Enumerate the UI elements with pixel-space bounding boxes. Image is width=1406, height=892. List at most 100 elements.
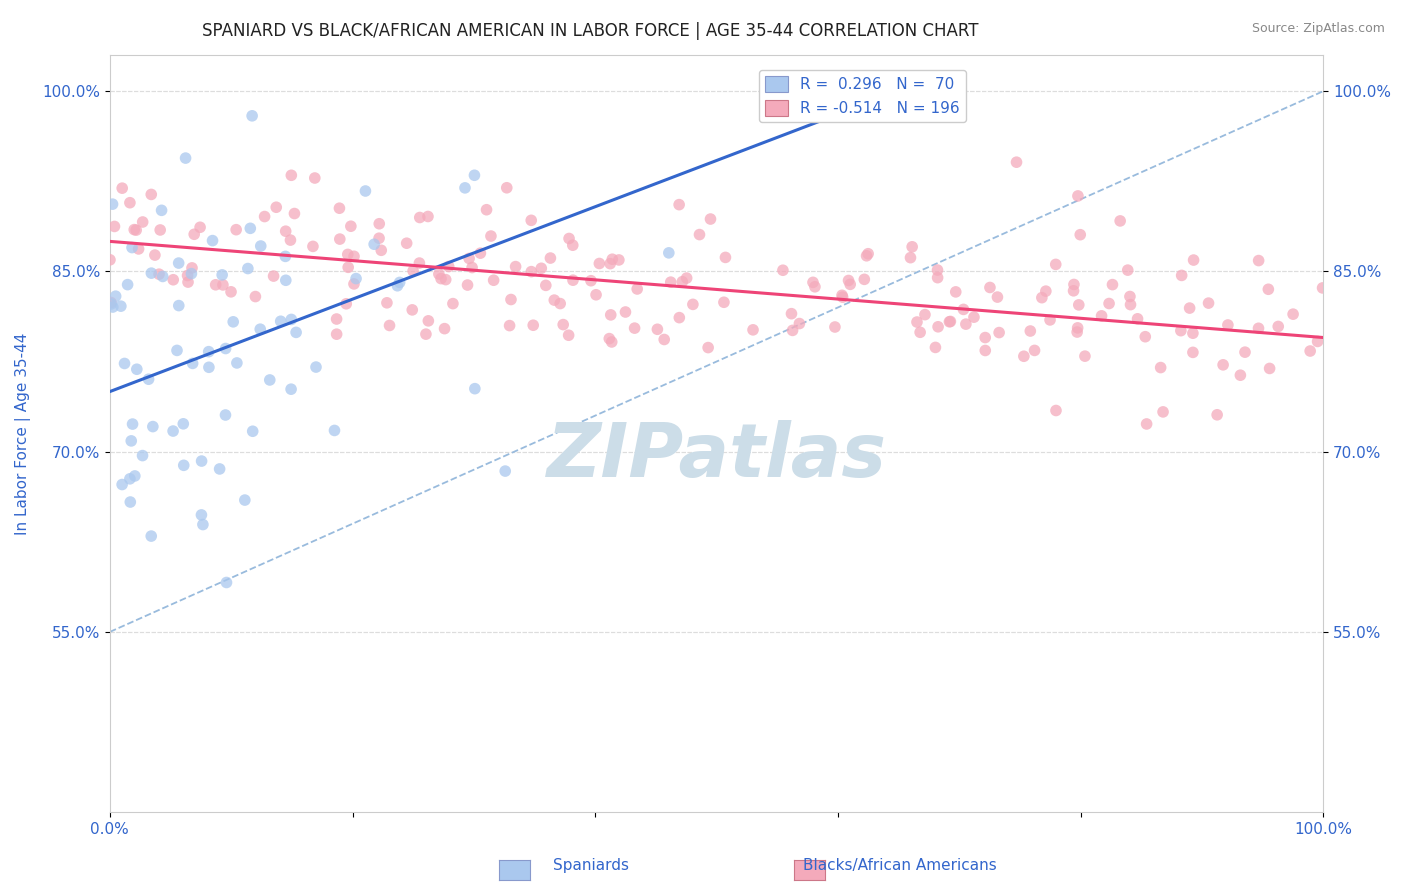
Point bbox=[1045, 403, 1067, 417]
Point bbox=[927, 319, 949, 334]
Point bbox=[101, 300, 124, 314]
Point bbox=[253, 210, 276, 224]
Point bbox=[430, 271, 453, 285]
Point bbox=[335, 297, 357, 311]
Point bbox=[1216, 318, 1239, 332]
Point bbox=[124, 469, 146, 483]
Point bbox=[855, 249, 877, 263]
Point bbox=[141, 266, 163, 280]
Text: ZIPatlas: ZIPatlas bbox=[547, 420, 887, 493]
Point bbox=[418, 314, 440, 328]
Point bbox=[100, 297, 122, 311]
Point bbox=[668, 310, 690, 325]
Point bbox=[437, 260, 460, 274]
Point bbox=[263, 269, 285, 284]
Point bbox=[464, 382, 486, 396]
Point bbox=[441, 296, 464, 310]
Point bbox=[742, 323, 765, 337]
Point bbox=[671, 275, 693, 289]
Point bbox=[387, 278, 409, 293]
Point bbox=[682, 297, 704, 311]
Point bbox=[280, 169, 302, 183]
Point bbox=[1109, 214, 1132, 228]
Point bbox=[470, 246, 492, 260]
Point bbox=[167, 256, 190, 270]
Point bbox=[143, 248, 166, 262]
Point bbox=[166, 343, 188, 358]
Point bbox=[1170, 324, 1192, 338]
Point bbox=[1178, 301, 1201, 315]
Point bbox=[304, 171, 326, 186]
Point bbox=[239, 221, 262, 235]
Point bbox=[579, 274, 602, 288]
Point bbox=[801, 276, 824, 290]
Point bbox=[714, 251, 737, 265]
Point bbox=[270, 314, 292, 328]
Point bbox=[120, 495, 142, 509]
Point bbox=[336, 247, 359, 261]
Point bbox=[212, 277, 235, 292]
Point bbox=[558, 231, 581, 245]
Point bbox=[121, 417, 143, 431]
Point bbox=[495, 180, 517, 194]
Point bbox=[208, 462, 231, 476]
Point bbox=[162, 273, 184, 287]
Point bbox=[713, 295, 735, 310]
Point bbox=[402, 264, 425, 278]
Point bbox=[900, 251, 922, 265]
Point bbox=[482, 273, 505, 287]
Point bbox=[1116, 263, 1139, 277]
Point bbox=[219, 285, 242, 299]
Point bbox=[198, 360, 221, 375]
Point bbox=[197, 344, 219, 359]
Point bbox=[905, 315, 928, 329]
Point bbox=[259, 373, 281, 387]
Point bbox=[121, 241, 143, 255]
Point bbox=[986, 290, 1008, 304]
Point bbox=[131, 215, 153, 229]
Point bbox=[553, 318, 575, 332]
Point bbox=[415, 327, 437, 342]
Point bbox=[305, 360, 328, 375]
Point bbox=[1063, 284, 1085, 298]
Point bbox=[647, 322, 669, 336]
Point bbox=[433, 321, 456, 335]
Point bbox=[370, 244, 392, 258]
Point bbox=[614, 305, 637, 319]
Point bbox=[927, 263, 949, 277]
Point bbox=[1135, 329, 1157, 343]
Point bbox=[120, 434, 142, 448]
Point bbox=[211, 268, 233, 282]
Point bbox=[1212, 358, 1234, 372]
Point bbox=[988, 326, 1011, 340]
Point bbox=[215, 575, 238, 590]
Point bbox=[901, 240, 924, 254]
Point bbox=[697, 341, 720, 355]
Point bbox=[249, 239, 271, 253]
Legend: R =  0.296   N =  70 , R = -0.514   N = 196: R = 0.296 N = 70 , R = -0.514 N = 196 bbox=[759, 70, 966, 122]
Point bbox=[138, 372, 160, 386]
Point bbox=[375, 295, 398, 310]
Point bbox=[598, 332, 620, 346]
Text: SPANIARD VS BLACK/AFRICAN AMERICAN IN LABOR FORCE | AGE 35-44 CORRELATION CHART: SPANIARD VS BLACK/AFRICAN AMERICAN IN LA… bbox=[202, 22, 979, 40]
Point bbox=[1229, 368, 1251, 383]
Point bbox=[395, 236, 418, 251]
Point bbox=[458, 252, 481, 266]
Point bbox=[1066, 325, 1088, 339]
Point bbox=[1136, 417, 1159, 431]
Point bbox=[772, 263, 794, 277]
Point bbox=[534, 278, 557, 293]
Point bbox=[1181, 326, 1204, 341]
Text: Source: ZipAtlas.com: Source: ZipAtlas.com bbox=[1251, 22, 1385, 36]
Point bbox=[588, 256, 610, 270]
Point bbox=[1024, 343, 1046, 358]
Point bbox=[167, 299, 190, 313]
Point bbox=[274, 273, 297, 287]
Point bbox=[325, 327, 347, 342]
Point bbox=[974, 330, 997, 344]
Point bbox=[600, 252, 623, 267]
Point bbox=[659, 275, 682, 289]
Point bbox=[274, 249, 297, 263]
Point bbox=[176, 268, 198, 283]
Point bbox=[104, 289, 127, 303]
